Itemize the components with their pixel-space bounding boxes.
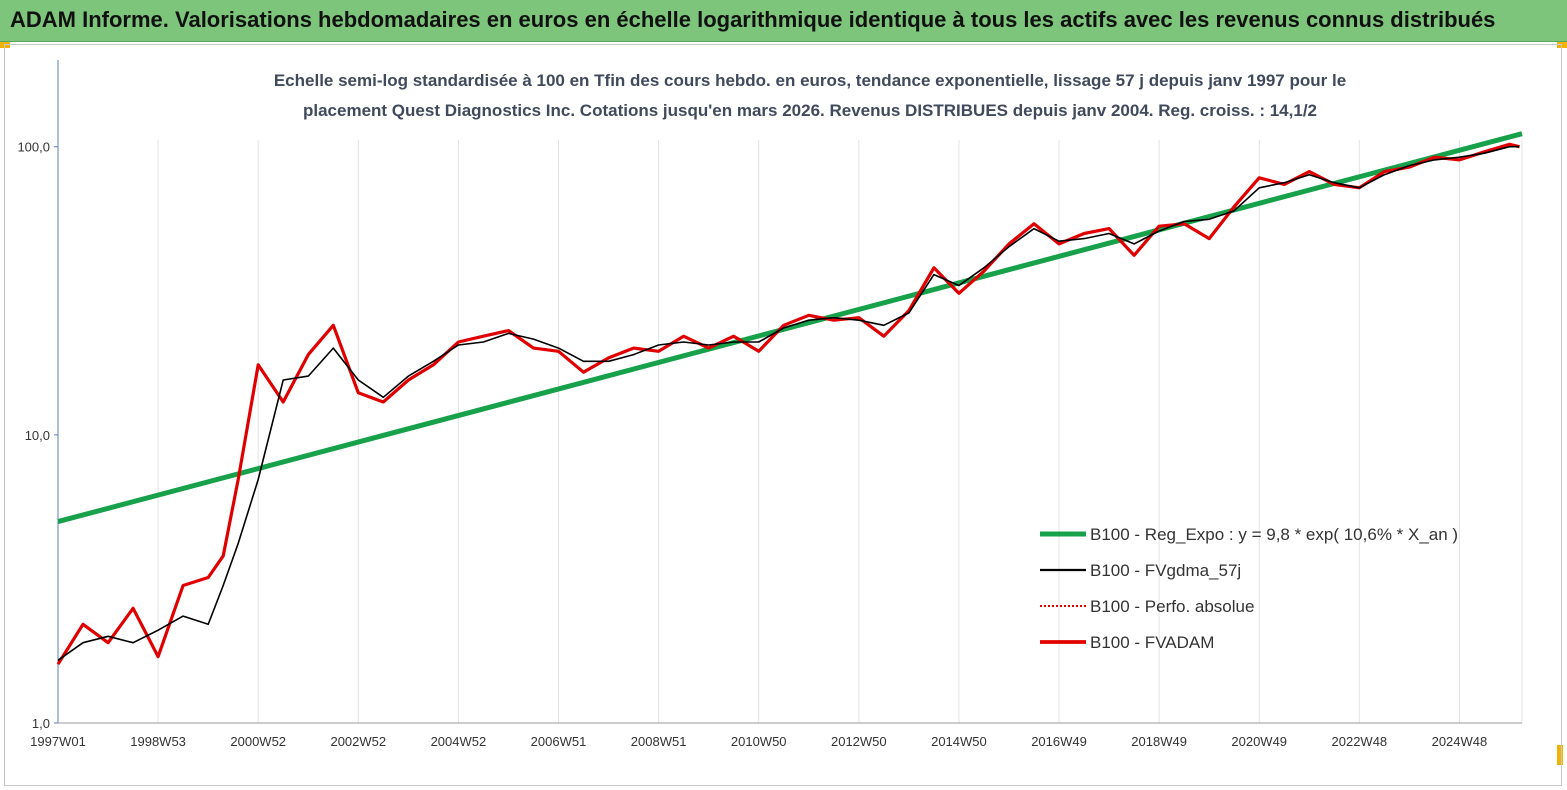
banner-title: ADAM Informe. Valorisations hebdomadaire… <box>10 7 1496 32</box>
y-tick-label: 10,0 <box>25 428 50 443</box>
x-tick-label: 2024W48 <box>1432 734 1488 749</box>
x-tick-label: 2016W49 <box>1031 734 1087 749</box>
x-tick-label: 2020W49 <box>1231 734 1287 749</box>
series-line-1 <box>57 145 1520 661</box>
x-tick-label: 2010W50 <box>731 734 787 749</box>
corner-marker-top-right <box>1557 42 1567 48</box>
chart-title-line-1: Echelle semi-log standardisée à 100 en T… <box>273 71 1347 90</box>
legend-label: B100 - Reg_Expo : y = 9,8 * exp( 10,6% *… <box>1090 525 1458 544</box>
x-tick-label: 2022W48 <box>1332 734 1388 749</box>
x-tick-label: 1998W53 <box>130 734 186 749</box>
corner-marker-bottom-right <box>1557 745 1563 765</box>
legend-label: B100 - FVADAM <box>1090 633 1214 652</box>
x-tick-label: 2004W52 <box>431 734 487 749</box>
x-tick-label: 2006W51 <box>531 734 587 749</box>
series-line-0 <box>57 131 1523 525</box>
x-tick-label: 2008W51 <box>631 734 687 749</box>
legend-label: B100 - FVgdma_57j <box>1090 561 1241 580</box>
series-line-3 <box>56 142 1520 666</box>
chart-frame <box>4 44 1562 786</box>
chart-title: Echelle semi-log standardisée à 100 en T… <box>140 66 1480 126</box>
x-tick-label: 2018W49 <box>1131 734 1187 749</box>
x-tick-label: 1997W01 <box>30 734 86 749</box>
x-tick-label: 2000W52 <box>230 734 286 749</box>
x-tick-label: 2014W50 <box>931 734 987 749</box>
x-tick-label: 2012W50 <box>831 734 887 749</box>
corner-marker-top-left <box>0 42 10 48</box>
y-tick-label: 100,0 <box>17 140 50 155</box>
legend-label: B100 - Perfo. absolue <box>1090 597 1254 616</box>
header-banner: ADAM Informe. Valorisations hebdomadaire… <box>0 0 1567 42</box>
x-tick-label: 2002W52 <box>330 734 386 749</box>
chart-title-line-2: placement Quest Diagnostics Inc. Cotatio… <box>303 101 1317 120</box>
y-tick-label: 1,0 <box>32 716 50 731</box>
